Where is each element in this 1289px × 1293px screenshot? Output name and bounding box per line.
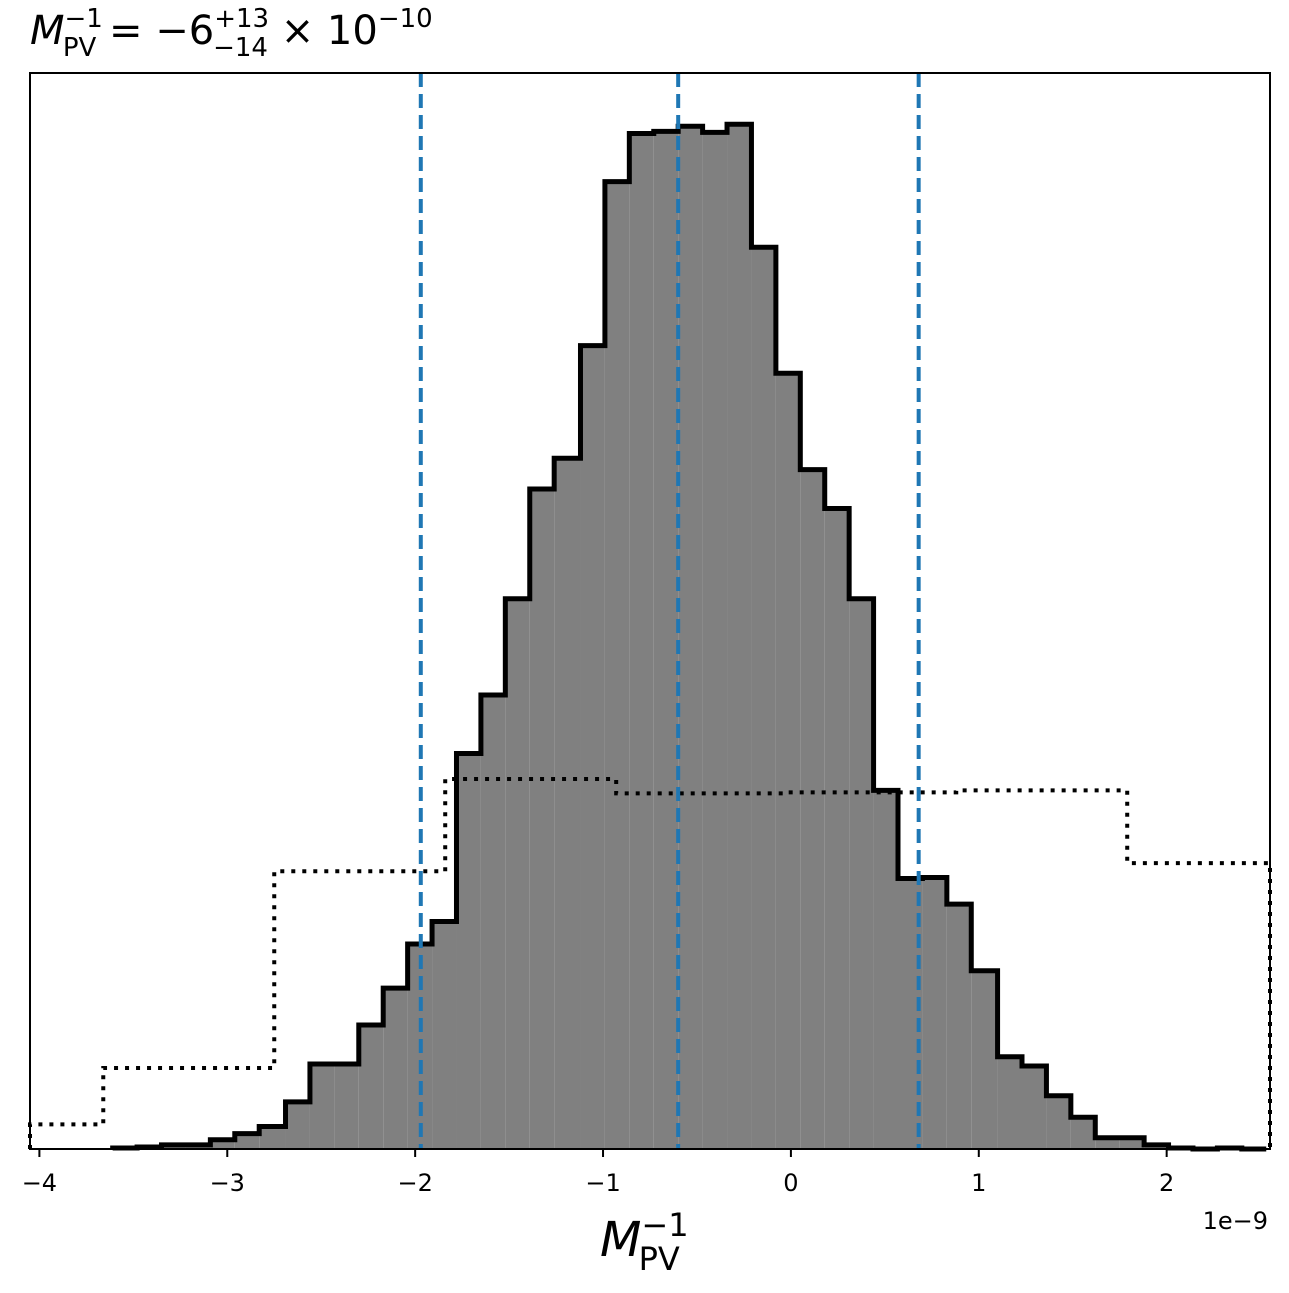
posterior-bar — [210, 1139, 235, 1149]
posterior-bar — [285, 1101, 310, 1149]
x-tick-label: −3 — [210, 1169, 245, 1197]
posterior-bar — [800, 469, 825, 1149]
posterior-bar — [604, 181, 630, 1149]
posterior-bar — [873, 790, 898, 1149]
posterior-bar — [1070, 1117, 1096, 1149]
posterior-bar — [849, 598, 874, 1149]
x-axis-ticks: −4 −3 −2 −1 0 1 2 — [22, 1149, 1174, 1197]
axes-frame — [29, 72, 1271, 1150]
x-tick-label: −1 — [585, 1169, 620, 1197]
x-tick-label: 2 — [1159, 1169, 1174, 1197]
title-equals: = — [96, 8, 155, 54]
posterior-bar — [383, 988, 408, 1149]
posterior-bar — [456, 753, 481, 1149]
posterior-bar — [653, 131, 679, 1149]
posterior-bar — [775, 373, 801, 1149]
posterior-bar — [334, 1063, 359, 1149]
posterior-bar — [529, 489, 555, 1149]
plot-area — [28, 73, 1272, 1152]
x-offset-label: 1e−9 — [1203, 1207, 1268, 1235]
xlabel-symbol: M — [600, 1212, 641, 1268]
posterior-bar — [946, 904, 972, 1149]
posterior-bar — [1119, 1137, 1145, 1149]
title-sup: −1 — [65, 4, 103, 34]
posterior-bar — [505, 598, 530, 1149]
posterior-outline — [110, 121, 1267, 1152]
posterior-bar — [678, 126, 703, 1150]
posterior-bar — [824, 508, 850, 1149]
title-err-plus: +13 — [214, 4, 269, 34]
posterior-bar — [234, 1133, 260, 1149]
x-axis-label: M−1 PV — [600, 1206, 689, 1278]
posterior-bar — [554, 458, 581, 1149]
xlabel-sup: −1 — [641, 1206, 688, 1244]
posterior-bar — [971, 970, 998, 1149]
title-err-minus: −14 — [213, 33, 268, 63]
posterior-bar — [1022, 1065, 1047, 1149]
posterior-bar — [1046, 1095, 1071, 1149]
posterior-bar — [1095, 1137, 1120, 1149]
title-value: −6 — [155, 8, 214, 54]
x-tick-label: −2 — [397, 1169, 432, 1197]
posterior-bar — [480, 695, 506, 1149]
posterior-bar — [922, 877, 947, 1149]
x-tick-label: 0 — [783, 1169, 798, 1197]
x-tick-label: 1 — [971, 1169, 986, 1197]
posterior-bar — [259, 1126, 286, 1149]
posterior-bar — [702, 132, 728, 1150]
x-tick-label: −4 — [22, 1169, 57, 1197]
prior-outline — [28, 777, 1272, 1149]
posterior-bar — [727, 124, 752, 1150]
posterior-bar — [580, 345, 605, 1149]
title-symbol: M — [30, 8, 65, 54]
xlabel-sub: PV — [639, 1240, 680, 1278]
posterior-bar — [751, 247, 776, 1149]
title-sub: PV — [63, 33, 97, 63]
chart-title: M−1 PV = −6+13 −14 × 10−10 — [30, 4, 433, 63]
posterior-bar — [997, 1056, 1022, 1149]
title-times: × 10 — [268, 8, 378, 54]
posterior-bar — [432, 921, 457, 1149]
posterior-bar — [358, 1025, 384, 1149]
posterior-bar — [629, 133, 654, 1150]
title-exponent: −10 — [378, 4, 433, 34]
posterior-bar — [309, 1063, 335, 1149]
